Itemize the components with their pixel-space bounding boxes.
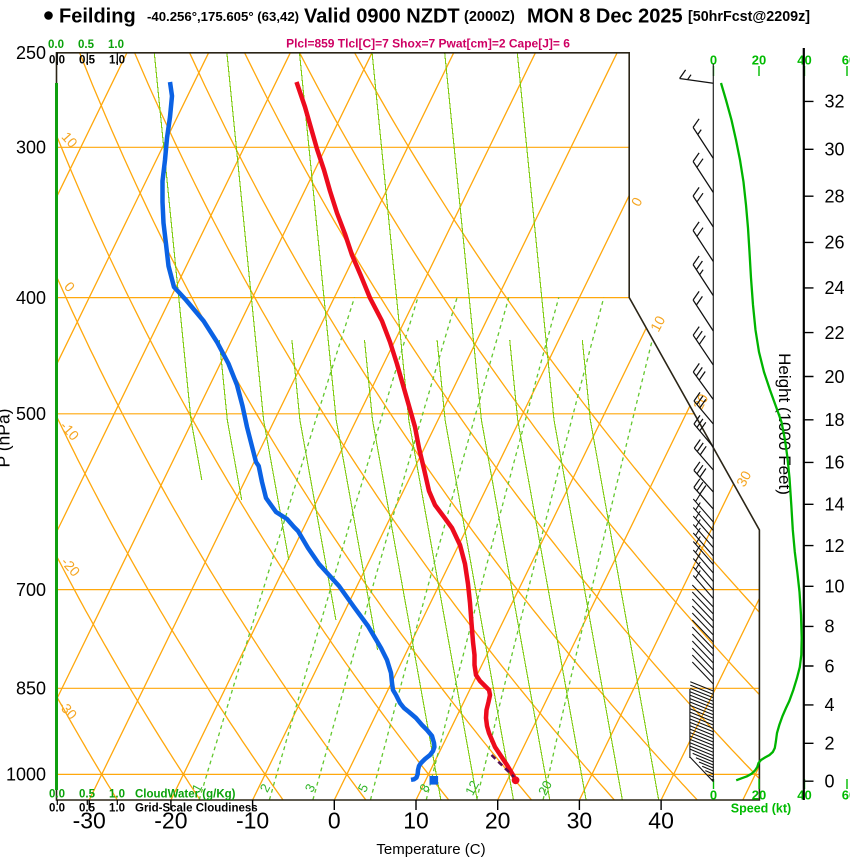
svg-text:0.0: 0.0 bbox=[48, 39, 64, 51]
svg-text:CloudWater (g/Kg): CloudWater (g/Kg) bbox=[135, 789, 236, 801]
svg-text:-20: -20 bbox=[154, 808, 187, 834]
svg-text:26: 26 bbox=[825, 233, 845, 253]
svg-text:12: 12 bbox=[825, 536, 845, 556]
svg-text:24: 24 bbox=[825, 278, 845, 298]
svg-text:12: 12 bbox=[462, 778, 482, 798]
svg-text:0: 0 bbox=[825, 772, 835, 792]
svg-text:14: 14 bbox=[825, 495, 845, 515]
svg-text:20: 20 bbox=[485, 808, 511, 834]
svg-text:0.0: 0.0 bbox=[49, 789, 65, 801]
svg-text:8: 8 bbox=[825, 617, 835, 637]
svg-text:Temperature (C): Temperature (C) bbox=[376, 841, 485, 858]
svg-text:20: 20 bbox=[752, 788, 766, 803]
svg-text:1.0: 1.0 bbox=[108, 39, 124, 51]
svg-text:0.0: 0.0 bbox=[49, 803, 65, 815]
svg-text:(2000Z): (2000Z) bbox=[464, 9, 515, 25]
svg-text:1.0: 1.0 bbox=[109, 789, 125, 801]
svg-text:0: 0 bbox=[710, 788, 717, 803]
svg-text:0: 0 bbox=[328, 808, 341, 834]
svg-text:Feilding: Feilding bbox=[59, 6, 136, 28]
svg-text:[50hrFcst@2209z]: [50hrFcst@2209z] bbox=[688, 9, 810, 25]
svg-text:6: 6 bbox=[825, 656, 835, 676]
svg-text:250: 250 bbox=[16, 43, 46, 63]
svg-text:20: 20 bbox=[752, 53, 766, 68]
svg-text:Grid-Scale Cloudiness: Grid-Scale Cloudiness bbox=[135, 803, 258, 815]
svg-text:500: 500 bbox=[16, 404, 46, 424]
svg-text:300: 300 bbox=[16, 138, 46, 158]
svg-text:0.5: 0.5 bbox=[79, 789, 96, 801]
svg-text:Valid 0900 NZDT: Valid 0900 NZDT bbox=[304, 6, 460, 28]
svg-text:1000: 1000 bbox=[6, 765, 46, 785]
svg-text:40: 40 bbox=[648, 808, 674, 834]
svg-text:Speed (kt): Speed (kt) bbox=[731, 802, 791, 816]
svg-text:0.5: 0.5 bbox=[78, 39, 95, 51]
svg-text:850: 850 bbox=[16, 679, 46, 699]
svg-text:2: 2 bbox=[825, 734, 835, 754]
svg-text:10: 10 bbox=[647, 313, 669, 334]
svg-text:22: 22 bbox=[825, 323, 845, 343]
svg-text:16: 16 bbox=[825, 453, 845, 473]
svg-text:-30: -30 bbox=[73, 808, 106, 834]
svg-text:32: 32 bbox=[825, 92, 845, 112]
svg-text:MON 8 Dec 2025: MON 8 Dec 2025 bbox=[527, 6, 683, 28]
svg-text:-40.256°,175.605° (63,42): -40.256°,175.605° (63,42) bbox=[147, 9, 299, 24]
svg-text:4: 4 bbox=[825, 695, 835, 715]
svg-text:Height (1000 Feet): Height (1000 Feet) bbox=[775, 353, 794, 495]
svg-text:60: 60 bbox=[842, 788, 850, 803]
svg-text:30: 30 bbox=[733, 468, 755, 489]
svg-text:30: 30 bbox=[567, 808, 593, 834]
svg-text:400: 400 bbox=[16, 288, 46, 308]
svg-text:1.0: 1.0 bbox=[109, 803, 125, 815]
svg-text:20: 20 bbox=[535, 778, 555, 798]
svg-text:28: 28 bbox=[825, 187, 845, 207]
svg-text:-10: -10 bbox=[236, 808, 269, 834]
svg-text:30: 30 bbox=[825, 140, 845, 160]
svg-text:20: 20 bbox=[690, 391, 712, 412]
svg-text:700: 700 bbox=[16, 580, 46, 600]
svg-text:10: 10 bbox=[825, 577, 845, 597]
svg-text:10: 10 bbox=[403, 808, 429, 834]
svg-text:Plcl=859 Tlcl[C]=7 Shox=7 Pwat: Plcl=859 Tlcl[C]=7 Shox=7 Pwat[cm]=2 Cap… bbox=[286, 37, 570, 51]
svg-text:P (hPa): P (hPa) bbox=[0, 408, 14, 467]
svg-text:20: 20 bbox=[825, 367, 845, 387]
svg-text:0.5: 0.5 bbox=[79, 803, 96, 815]
svg-text:0: 0 bbox=[710, 53, 717, 68]
svg-text:60: 60 bbox=[842, 53, 850, 68]
svg-text:18: 18 bbox=[825, 410, 845, 430]
